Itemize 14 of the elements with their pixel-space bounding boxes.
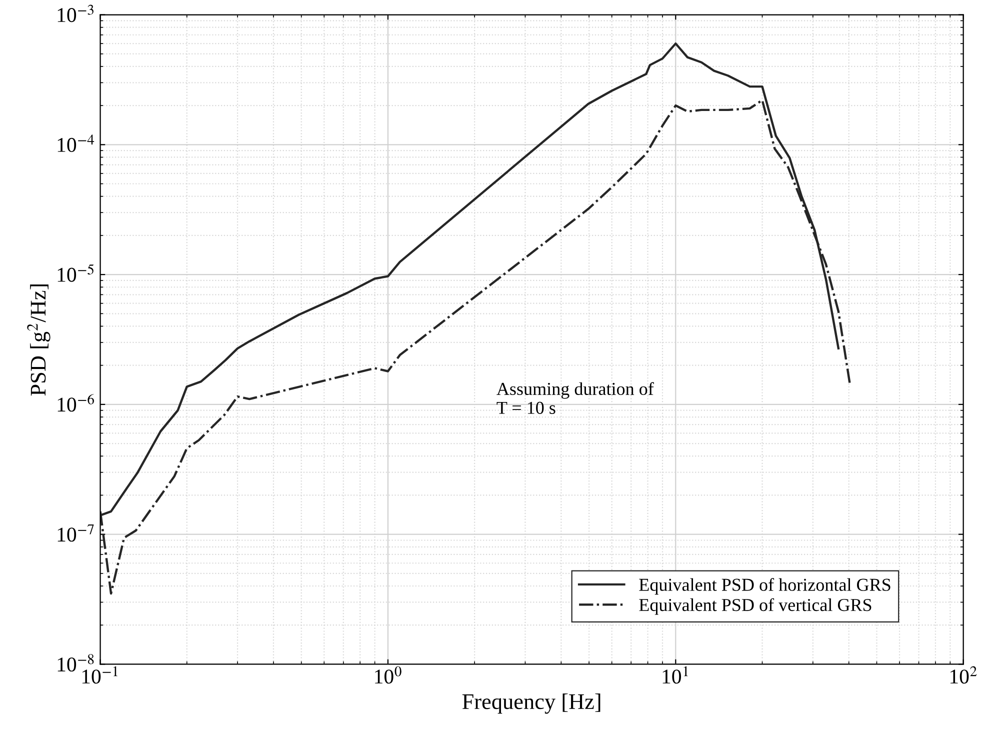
y-tick-label: 10$^{−3}$: [58, 4, 94, 22]
x-tick-label: 10$^{−1}$: [82, 666, 118, 684]
annotation: Assuming duration of T = 10 s: [496, 382, 654, 414]
y-tick-label: 10$^{−5}$: [58, 264, 94, 282]
legend-label: Equivalent PSD of horizontal GRS: [639, 578, 890, 595]
y-tick-label: 10$^{−7}$: [58, 524, 94, 542]
legend-label: Equivalent PSD of vertical GRS: [639, 598, 872, 615]
y-axis-title: PSD [g$^{2}$/Hz]: [27, 284, 50, 396]
y-tick-label: 10$^{−4}$: [58, 134, 94, 152]
y-tick-label: 10$^{−6}$: [58, 394, 94, 412]
x-axis-title: Frequency [Hz]: [462, 694, 600, 714]
x-tick-label: 10$^{1}$: [662, 666, 688, 684]
x-tick-label: 10$^{2}$: [950, 666, 977, 684]
x-tick-label: 10$^{0}$: [375, 666, 402, 684]
